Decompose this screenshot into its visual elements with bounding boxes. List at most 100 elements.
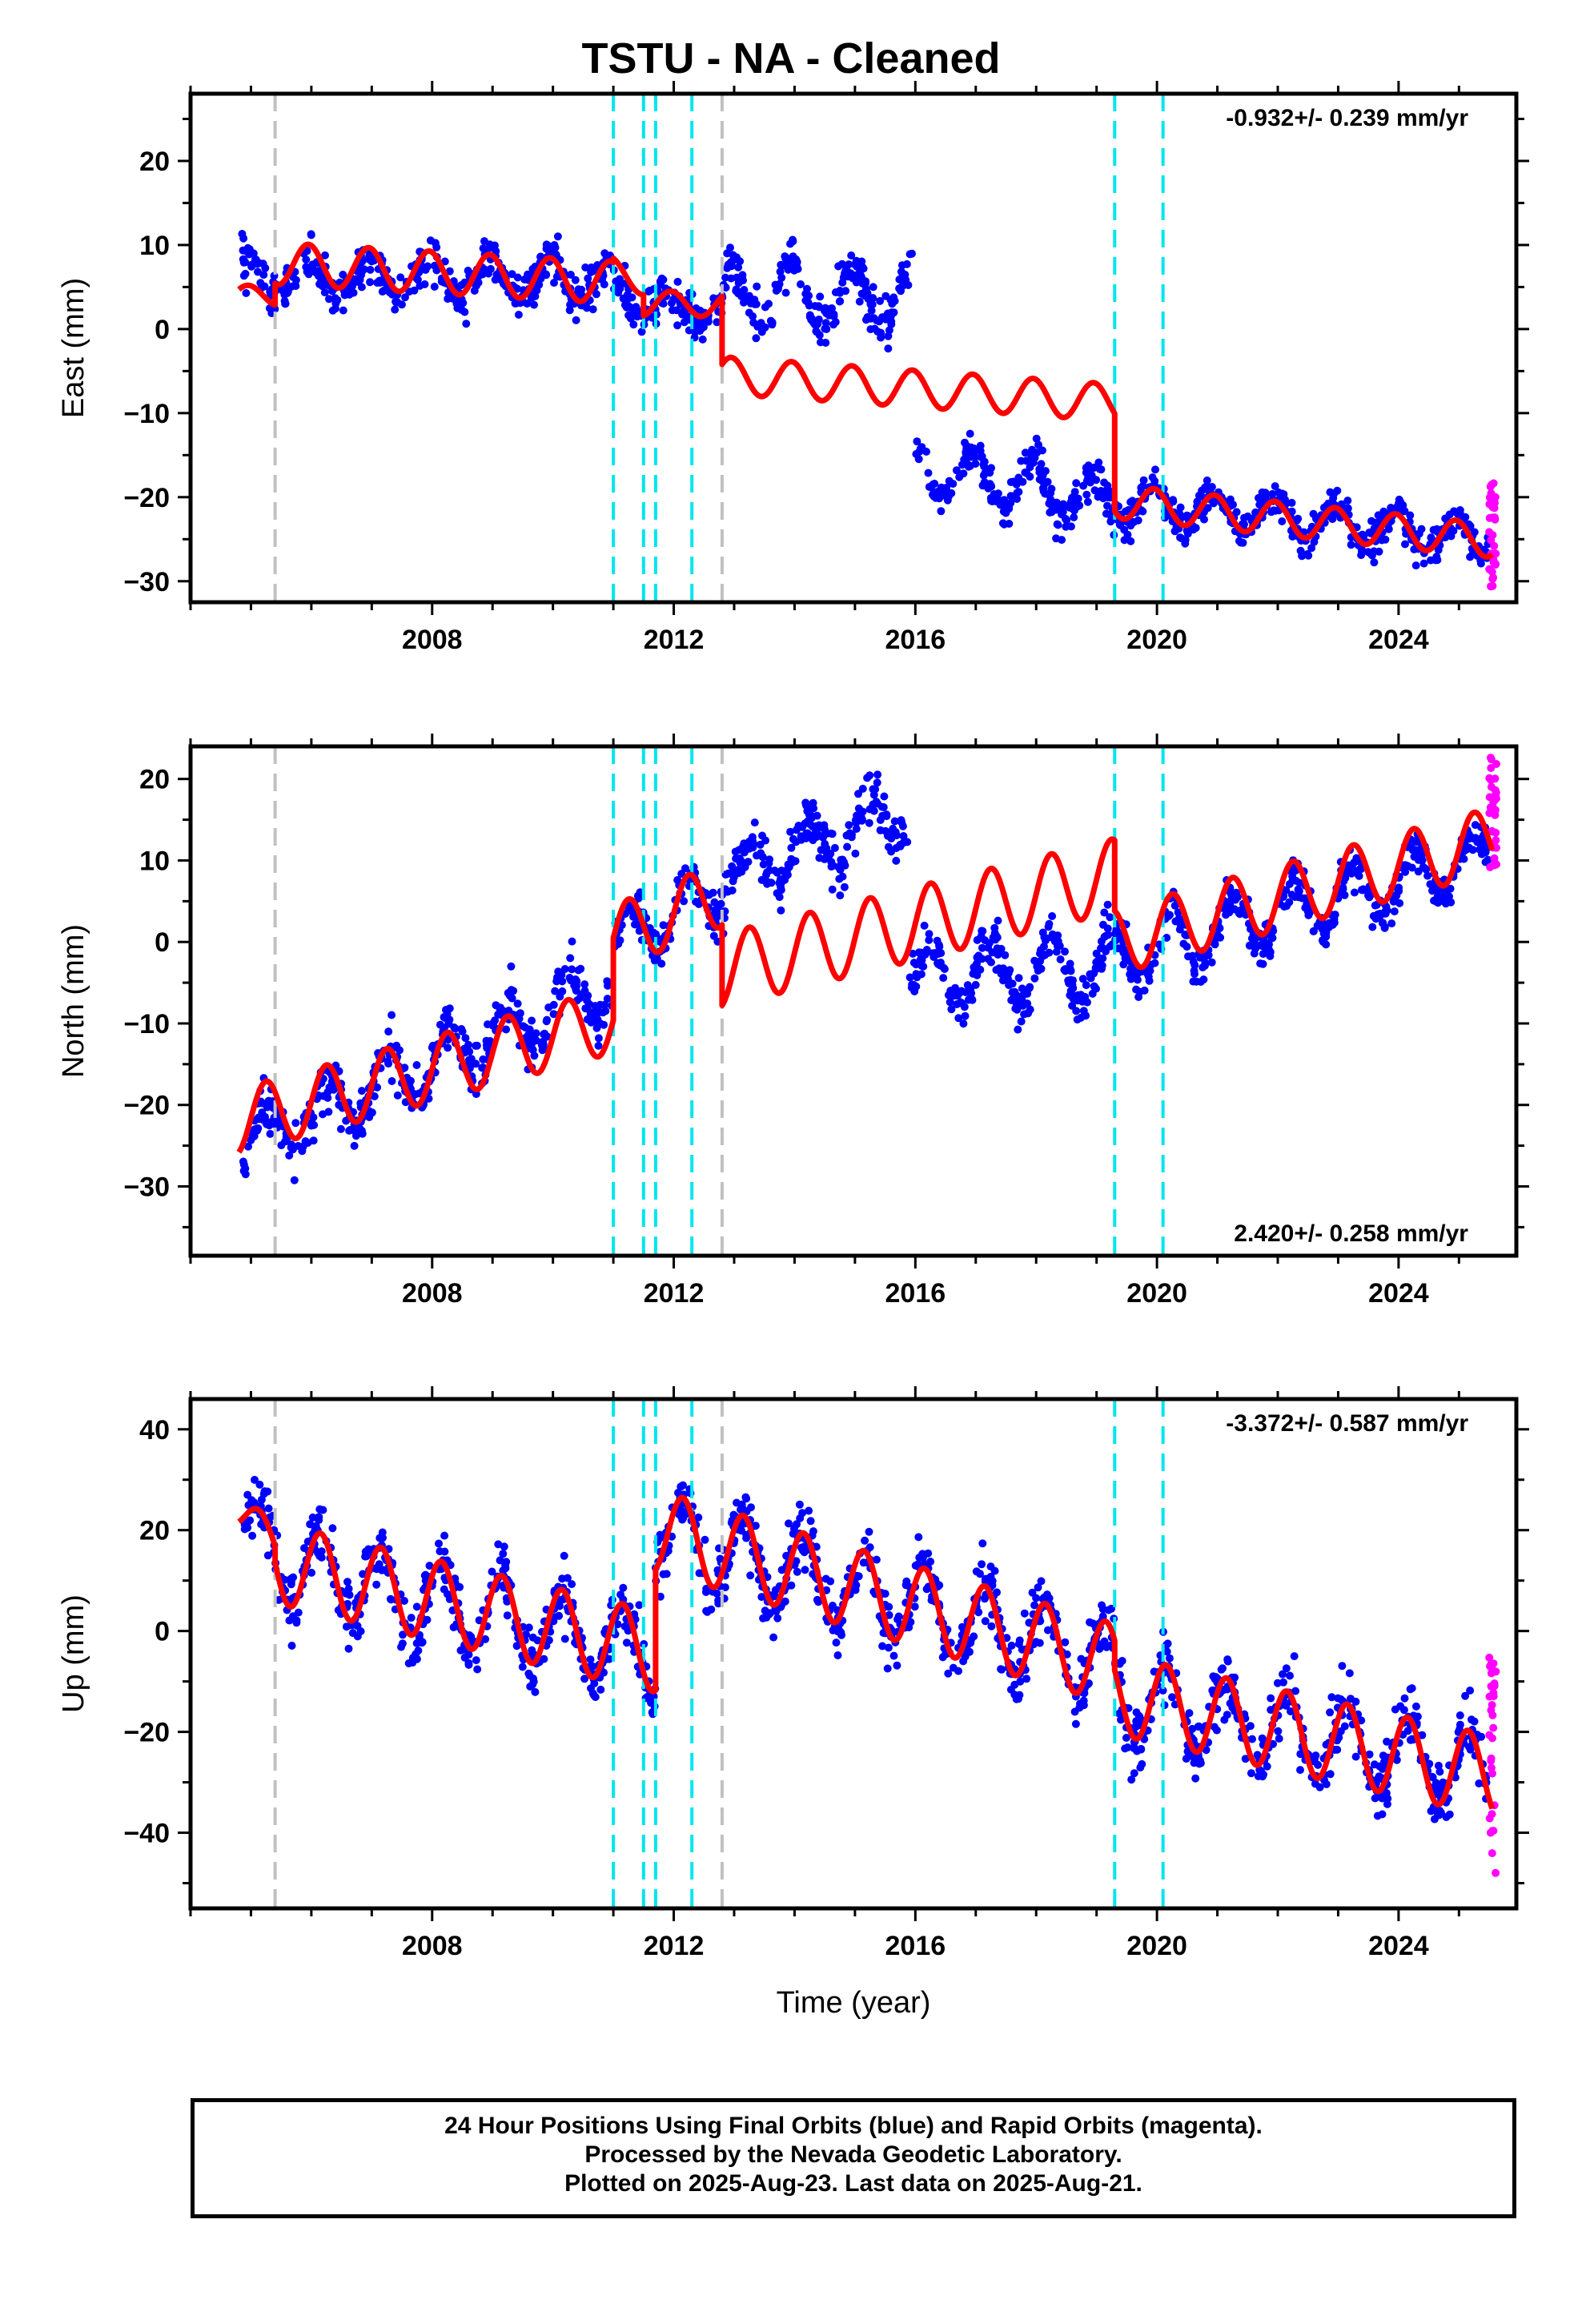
data-point bbox=[1130, 1743, 1138, 1751]
data-point bbox=[863, 313, 872, 321]
data-point bbox=[1034, 1583, 1042, 1592]
data-point bbox=[1435, 1767, 1444, 1776]
data-point bbox=[614, 288, 623, 297]
data-point bbox=[1298, 552, 1307, 561]
panel-frame bbox=[188, 1397, 1519, 1911]
data-point bbox=[840, 883, 849, 891]
data-point bbox=[366, 278, 375, 287]
data-point bbox=[307, 230, 315, 239]
data-point bbox=[580, 1675, 589, 1683]
data-point bbox=[1022, 1675, 1031, 1683]
data-point bbox=[1018, 984, 1026, 993]
data-point bbox=[307, 1568, 316, 1577]
data-point bbox=[762, 870, 770, 879]
data-point bbox=[1094, 493, 1102, 501]
data-point bbox=[1407, 1684, 1416, 1693]
data-point bbox=[709, 888, 717, 897]
data-point bbox=[742, 1494, 751, 1503]
data-point bbox=[1211, 1675, 1219, 1683]
data-point bbox=[363, 255, 372, 263]
data-point bbox=[659, 1570, 668, 1578]
data-point bbox=[891, 828, 900, 837]
data-point bbox=[978, 481, 987, 490]
data-point bbox=[740, 286, 749, 294]
data-point bbox=[946, 987, 955, 995]
data-point bbox=[1006, 478, 1015, 486]
data-point bbox=[1100, 487, 1109, 496]
data-point bbox=[1064, 964, 1073, 973]
data-point bbox=[847, 251, 856, 259]
data-point bbox=[555, 1611, 564, 1620]
data-point bbox=[1086, 970, 1094, 979]
data-point bbox=[1406, 511, 1415, 520]
data-point bbox=[1432, 897, 1440, 906]
data-point bbox=[275, 1595, 283, 1604]
data-point bbox=[431, 261, 439, 270]
data-point bbox=[603, 977, 612, 986]
data-point bbox=[827, 829, 836, 838]
data-point bbox=[568, 1580, 576, 1589]
data-point bbox=[253, 259, 262, 267]
data-point bbox=[1326, 1770, 1335, 1779]
data-point bbox=[1433, 556, 1442, 565]
data-point bbox=[553, 232, 562, 241]
rapid-point bbox=[1492, 794, 1500, 803]
data-point bbox=[645, 286, 654, 295]
data-point bbox=[673, 321, 682, 330]
data-point bbox=[1268, 489, 1277, 498]
data-point bbox=[1196, 953, 1205, 962]
data-point bbox=[905, 250, 914, 259]
data-point bbox=[1140, 986, 1149, 995]
data-point bbox=[583, 996, 592, 1005]
data-point bbox=[1170, 527, 1179, 536]
data-point bbox=[457, 305, 466, 314]
plot-area bbox=[236, 746, 1500, 1256]
data-point bbox=[440, 257, 449, 266]
rapid-orbit-series bbox=[1485, 479, 1500, 591]
data-point bbox=[283, 289, 291, 297]
data-point bbox=[837, 855, 845, 864]
data-point bbox=[243, 1518, 251, 1527]
data-point bbox=[1291, 1687, 1300, 1695]
data-point bbox=[854, 790, 862, 798]
data-point bbox=[528, 1016, 536, 1025]
data-point bbox=[1005, 505, 1014, 513]
data-point bbox=[1115, 1659, 1124, 1668]
data-point bbox=[1407, 863, 1416, 872]
data-point bbox=[769, 1633, 778, 1642]
data-point bbox=[786, 827, 795, 836]
data-point bbox=[918, 1550, 927, 1558]
data-point bbox=[552, 977, 561, 986]
data-point bbox=[785, 259, 794, 267]
data-point bbox=[1126, 537, 1135, 545]
data-point bbox=[1065, 979, 1074, 987]
data-point bbox=[549, 1010, 558, 1019]
data-point bbox=[366, 265, 375, 274]
data-point bbox=[444, 1018, 453, 1027]
data-point bbox=[729, 867, 737, 876]
data-point bbox=[1365, 893, 1374, 902]
data-point bbox=[857, 816, 866, 825]
data-point bbox=[1294, 514, 1303, 523]
data-point bbox=[1383, 1737, 1391, 1746]
data-point bbox=[291, 1119, 300, 1128]
data-point bbox=[542, 240, 551, 249]
data-point bbox=[331, 299, 340, 308]
data-point bbox=[1013, 489, 1022, 497]
data-point bbox=[1417, 525, 1426, 533]
data-point bbox=[1347, 1695, 1355, 1703]
data-point bbox=[1070, 513, 1078, 521]
data-point bbox=[793, 264, 802, 273]
x-tick-label: 2020 bbox=[1126, 1931, 1187, 1961]
rapid-point bbox=[1492, 836, 1500, 845]
data-point bbox=[752, 334, 761, 343]
data-point bbox=[486, 264, 495, 273]
data-point bbox=[580, 980, 589, 989]
data-point bbox=[1427, 1807, 1435, 1815]
data-point bbox=[515, 1015, 524, 1023]
rapid-point bbox=[1488, 1666, 1497, 1675]
data-point bbox=[877, 328, 885, 337]
data-point bbox=[1288, 533, 1297, 541]
data-point bbox=[308, 263, 317, 272]
data-point bbox=[988, 1581, 997, 1590]
